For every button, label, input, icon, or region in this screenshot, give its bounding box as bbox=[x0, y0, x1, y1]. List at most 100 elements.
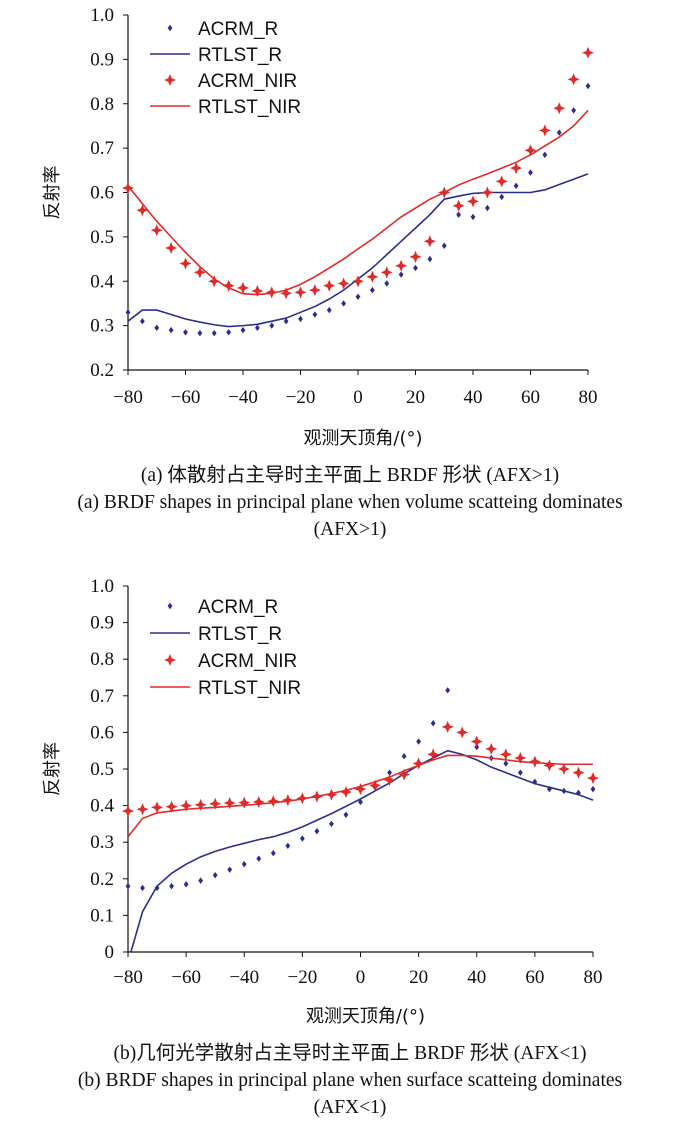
y-tick-label: 0.4 bbox=[90, 271, 114, 292]
data-point bbox=[209, 797, 222, 810]
x-tick-label: −40 bbox=[228, 387, 258, 408]
data-point bbox=[380, 266, 393, 279]
data-point bbox=[528, 169, 533, 176]
data-point bbox=[524, 144, 537, 157]
data-point bbox=[299, 835, 305, 842]
x-tick-label: 0 bbox=[353, 387, 363, 408]
x-tick-label: −80 bbox=[113, 967, 143, 988]
x-tick-label: 80 bbox=[579, 387, 598, 408]
brdf-chart-b: 0 0.1 0.2 0.3 0.4 0.5 0.6 0.7 0.8 0.9 1.0 −80 −60 −40… bbox=[42, 576, 603, 1027]
y-tick-label: 0.2 bbox=[90, 360, 114, 381]
y-tick-label: 0.8 bbox=[90, 649, 114, 670]
data-point bbox=[139, 317, 145, 325]
data-point bbox=[485, 742, 498, 755]
data-point bbox=[165, 241, 178, 254]
data-point bbox=[140, 884, 145, 892]
data-point bbox=[341, 300, 347, 307]
data-point bbox=[183, 881, 189, 888]
data-point bbox=[298, 315, 303, 323]
data-point bbox=[481, 186, 494, 199]
data-point bbox=[136, 803, 149, 816]
x-tick-label: −20 bbox=[288, 967, 318, 988]
series-line bbox=[127, 109, 589, 296]
y-tick-label: 0.7 bbox=[90, 138, 114, 159]
series-line bbox=[127, 754, 593, 838]
data-point bbox=[441, 720, 454, 733]
x-axis-title: 观测天顶角/(°) bbox=[306, 1006, 425, 1027]
data-point bbox=[125, 882, 131, 890]
x-tick-label: 40 bbox=[467, 967, 486, 988]
y-tick-label: 0.2 bbox=[90, 869, 114, 890]
series-rtlst-r bbox=[127, 173, 589, 328]
legend-label: RTLST_R bbox=[198, 624, 282, 645]
y-tick-label: 0.4 bbox=[90, 796, 114, 817]
data-point bbox=[337, 277, 350, 290]
data-point bbox=[136, 204, 149, 217]
caption-b-chinese: (b)几何光学散射占主导时主平面上 BRDF 形状 (AFX<1) bbox=[113, 1043, 587, 1064]
data-point bbox=[122, 182, 134, 195]
data-point bbox=[538, 124, 551, 137]
x-tick-label: −60 bbox=[171, 387, 201, 408]
data-point bbox=[168, 326, 174, 334]
legend-label: RTLST_NIR bbox=[198, 97, 301, 118]
data-point bbox=[401, 752, 407, 760]
x-tick-label: 60 bbox=[521, 387, 540, 408]
data-point bbox=[387, 769, 392, 776]
series-acrm-nir bbox=[122, 720, 599, 818]
data-point bbox=[412, 757, 425, 770]
data-point bbox=[587, 772, 599, 785]
x-tick-label: 40 bbox=[464, 387, 483, 408]
y-tick-label: 0.5 bbox=[90, 227, 114, 248]
data-point bbox=[355, 293, 361, 300]
data-point bbox=[427, 255, 433, 263]
data-point bbox=[572, 766, 585, 779]
data-point bbox=[532, 778, 538, 786]
y-tick-label: 0.8 bbox=[90, 94, 114, 115]
y-tick-label: 0.5 bbox=[90, 759, 114, 780]
series-rtlst-r bbox=[130, 749, 594, 953]
caption-a: (a) 体散射占主导时主平面上 BRDF 形状 (AFX>1) (a) BRDF… bbox=[40, 462, 660, 543]
data-point bbox=[543, 759, 556, 772]
data-point bbox=[585, 82, 591, 90]
data-point bbox=[384, 280, 390, 287]
data-point bbox=[197, 329, 203, 337]
legend-label: ACRM_R bbox=[198, 597, 278, 618]
data-point bbox=[445, 687, 451, 694]
x-tick-label: −60 bbox=[171, 967, 201, 988]
data-point bbox=[358, 798, 363, 806]
data-point bbox=[193, 266, 206, 279]
data-point bbox=[270, 849, 276, 857]
data-point bbox=[510, 162, 523, 175]
x-tick-label: 60 bbox=[525, 967, 544, 988]
y-tick-label: 0.9 bbox=[90, 49, 114, 70]
y-tick-label: 0 bbox=[105, 942, 115, 963]
data-point bbox=[150, 224, 163, 237]
series-line bbox=[130, 749, 594, 953]
data-point bbox=[154, 324, 160, 332]
data-point bbox=[557, 763, 570, 775]
x-tick-label: 20 bbox=[409, 967, 428, 988]
data-point bbox=[241, 860, 247, 868]
data-point bbox=[503, 760, 509, 767]
data-point bbox=[227, 866, 233, 873]
legend-swatch bbox=[164, 654, 176, 666]
x-axis-title: 观测天顶角/(°) bbox=[303, 428, 422, 449]
data-point bbox=[226, 329, 232, 336]
data-point bbox=[495, 175, 508, 188]
data-point bbox=[528, 755, 541, 768]
data-point bbox=[456, 211, 462, 218]
data-point bbox=[125, 309, 131, 316]
data-point bbox=[383, 773, 396, 786]
y-tick-label: 1.0 bbox=[90, 576, 114, 597]
data-point bbox=[238, 796, 251, 809]
data-point bbox=[423, 235, 436, 248]
legend-label: RTLST_NIR bbox=[198, 678, 301, 699]
data-point bbox=[430, 720, 436, 727]
y-tick-label: 0.3 bbox=[90, 832, 114, 853]
x-tick-label: −20 bbox=[286, 387, 316, 408]
data-point bbox=[323, 279, 336, 292]
data-point bbox=[484, 204, 490, 212]
data-point bbox=[283, 317, 289, 325]
legend-label: ACRM_R bbox=[198, 19, 278, 40]
y-tick-label: 0.1 bbox=[90, 905, 114, 926]
